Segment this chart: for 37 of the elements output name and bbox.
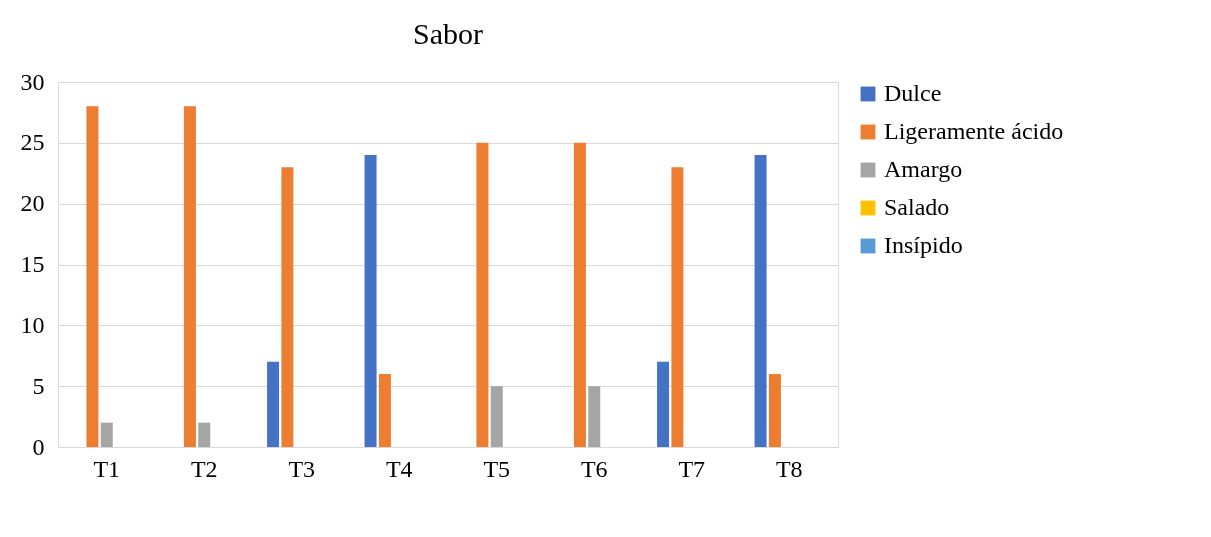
bar [671, 167, 684, 447]
bar [768, 374, 781, 447]
bar [100, 422, 113, 447]
bar [183, 106, 196, 447]
legend-label: Salado [884, 194, 950, 220]
y-tick-label: 10 [20, 311, 45, 338]
x-tick-label: T6 [580, 455, 608, 482]
x-tick-label: T5 [483, 455, 511, 482]
x-tick-label: T3 [288, 455, 316, 482]
bar [86, 106, 99, 447]
x-tick-label: T8 [775, 455, 803, 482]
x-tick-label: T7 [678, 455, 706, 482]
bar [573, 142, 586, 447]
bar [364, 155, 377, 447]
y-tick-label: 5 [32, 372, 45, 399]
y-tick-label: 0 [32, 433, 45, 460]
bar [281, 167, 294, 447]
bar [267, 361, 280, 447]
chart-title: Sabor [413, 17, 483, 50]
legend-label: Amargo [884, 156, 963, 182]
y-tick-label: 20 [20, 190, 45, 217]
bar [198, 422, 211, 447]
y-tick-label: 25 [20, 129, 45, 156]
legend-label: Insípido [884, 232, 963, 258]
x-tick-label: T4 [385, 455, 413, 482]
y-tick-label: 15 [20, 251, 45, 277]
bar [490, 386, 503, 447]
legend-label: Ligeramente ácido [884, 118, 1064, 144]
y-tick-label: 30 [20, 68, 45, 95]
x-tick-label: T1 [93, 455, 121, 482]
x-tick-label: T2 [190, 455, 218, 482]
bar [378, 374, 391, 447]
legend-label: Dulce [884, 80, 942, 106]
bar [476, 142, 489, 447]
bar [754, 155, 767, 447]
bar [657, 361, 670, 447]
bar [588, 386, 601, 447]
